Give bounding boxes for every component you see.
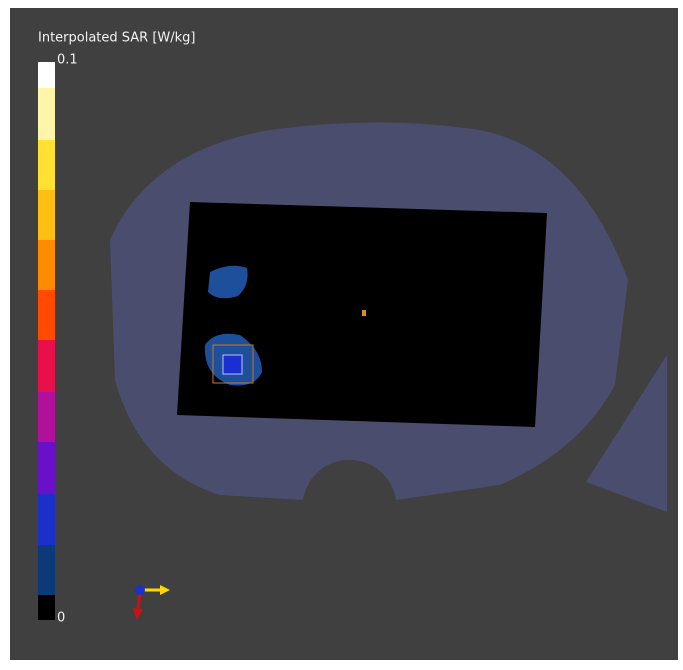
antenna xyxy=(222,354,243,375)
colorbar-max: 0.1 xyxy=(57,53,78,68)
colorbar xyxy=(38,62,55,620)
colorbar-min: 0 xyxy=(57,611,65,626)
color-step xyxy=(38,62,55,88)
phantom-part xyxy=(586,355,667,512)
marker xyxy=(362,310,366,316)
hotspot xyxy=(208,265,248,299)
colorbar-title: Interpolated SAR [W/kg] xyxy=(38,31,196,46)
color-step xyxy=(38,290,55,340)
axes-triad xyxy=(133,585,170,620)
color-step xyxy=(38,240,55,290)
color-step xyxy=(38,494,55,545)
color-step xyxy=(38,190,55,240)
color-step xyxy=(38,392,55,442)
color-step xyxy=(38,340,55,392)
color-step xyxy=(38,140,55,190)
color-step xyxy=(38,595,55,620)
antenna-box xyxy=(212,344,254,384)
color-step xyxy=(38,545,55,595)
color-step xyxy=(38,88,55,140)
color-step xyxy=(38,442,55,494)
